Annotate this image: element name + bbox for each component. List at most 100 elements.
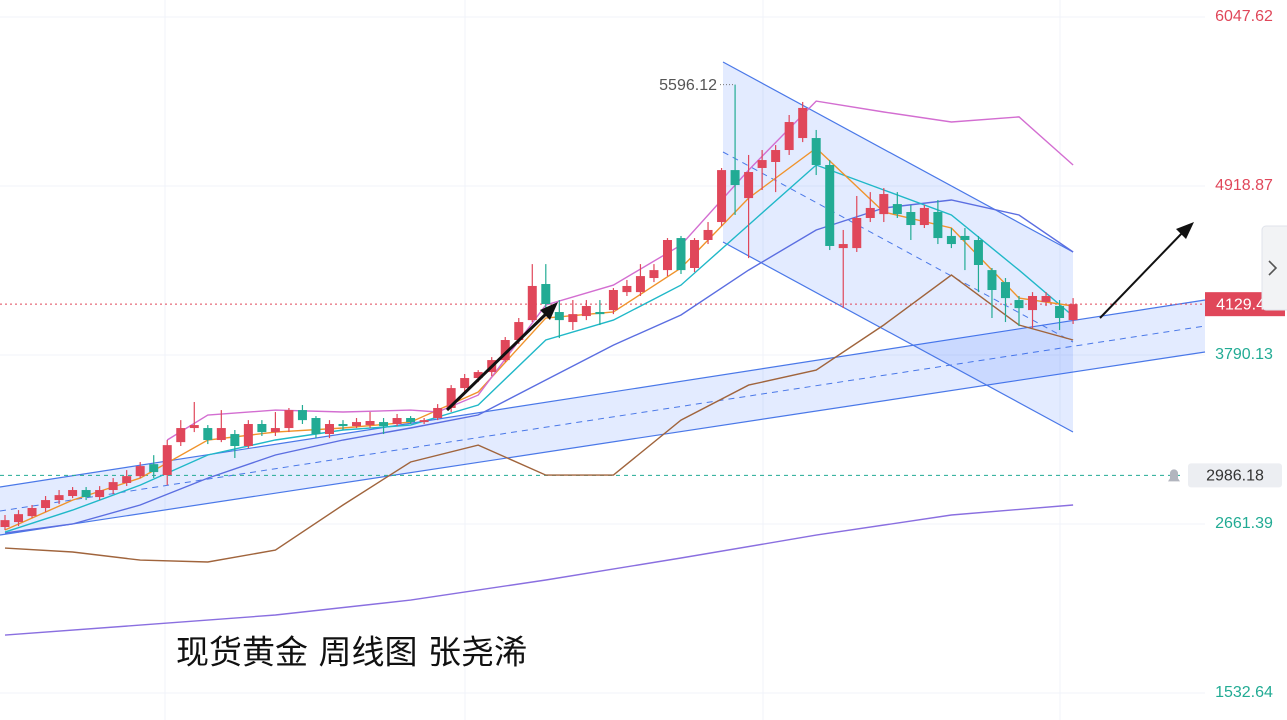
candle-body (514, 322, 524, 341)
candle-body (14, 514, 24, 523)
candle-body (203, 428, 213, 441)
candle-body (257, 424, 267, 433)
candle-body (1041, 295, 1051, 302)
candle-body (95, 490, 105, 498)
candle-body (108, 482, 118, 491)
candle-body (960, 235, 970, 240)
candle-body (68, 490, 78, 497)
rising-channel (0, 300, 1205, 535)
candle-body (243, 424, 253, 447)
candle-body (635, 276, 645, 293)
candle-body (1055, 306, 1065, 319)
candle-body (297, 410, 307, 421)
candle-body (757, 160, 767, 168)
candle-body (622, 285, 632, 293)
candle-body (311, 418, 321, 435)
scroll-icon (1268, 260, 1278, 276)
candle-body (581, 306, 591, 317)
candle-body (284, 410, 294, 429)
candle-body (122, 476, 132, 483)
candle-body (352, 422, 362, 427)
max-label: 5596.12 (659, 77, 717, 94)
candle-body (338, 424, 348, 427)
candle-body (865, 207, 875, 218)
candle-body (825, 164, 835, 246)
y-tick-label: 6047.62 (1215, 8, 1273, 25)
candle-body (541, 284, 551, 305)
candle-body (216, 428, 226, 441)
candle-body (189, 425, 199, 429)
candle-body (703, 229, 713, 240)
candle-body (527, 285, 537, 321)
candle-body (568, 314, 578, 323)
candle-body (771, 150, 781, 162)
candle-body (1000, 282, 1010, 299)
candle-body (892, 204, 902, 215)
candle-body (176, 428, 186, 443)
y-tick-label: 2661.39 (1215, 515, 1273, 532)
candle-body (933, 212, 943, 239)
candle-body (906, 212, 916, 226)
arrow-head (540, 302, 558, 320)
candle-body (919, 207, 929, 226)
candle-body (0, 520, 10, 528)
scroll-button[interactable] (1261, 225, 1287, 311)
candle-body (744, 172, 754, 199)
candle-body (1068, 304, 1078, 321)
candle-body (554, 312, 564, 321)
candle-body (879, 194, 889, 215)
candle-body (973, 240, 983, 266)
candle-body (608, 290, 618, 311)
candle-body (392, 418, 402, 425)
candle-body (149, 464, 159, 473)
candle-body (54, 495, 64, 501)
arrow (1099, 230, 1185, 319)
ma-line (4, 147, 1074, 531)
candle-body (460, 378, 470, 389)
candle-body (230, 434, 240, 447)
candle-body (379, 422, 389, 427)
candle-body (987, 270, 997, 291)
candle-body (946, 235, 956, 245)
arrows (445, 222, 1194, 412)
channel-mid (722, 151, 1074, 343)
candle-body (595, 312, 605, 315)
ma-line (4, 164, 1074, 533)
candle-body (784, 122, 794, 151)
candle-body (649, 270, 659, 279)
candle-body (690, 240, 700, 268)
candle-body (41, 500, 51, 508)
y-tick-label: 3790.13 (1215, 346, 1273, 363)
candle-body (811, 138, 821, 165)
candle-body (81, 490, 91, 498)
chart-title: 现货黄金 周线图 张尧浠 (176, 633, 527, 672)
candle-body (662, 240, 672, 271)
candle-body (676, 238, 686, 271)
candle-body (446, 388, 456, 408)
alert-label: 2986.18 (1206, 468, 1264, 485)
channel-line (0, 351, 1206, 536)
candle-body (1014, 300, 1024, 309)
candle-body (500, 340, 510, 361)
candle-body (1028, 295, 1038, 311)
candle-body (162, 445, 172, 476)
y-tick-label: 4918.87 (1215, 177, 1273, 194)
ma-line (4, 504, 1074, 636)
candle-body (365, 421, 375, 426)
candle-body (419, 420, 429, 423)
candle-body (717, 170, 727, 223)
alert-tag (1188, 463, 1282, 488)
alert-bell (1168, 469, 1180, 482)
candle-body (135, 466, 145, 477)
candle-body (798, 107, 808, 139)
candle-body (838, 244, 848, 249)
ma-line (4, 199, 1074, 534)
candle-body (270, 428, 280, 433)
arrow (445, 310, 550, 412)
ma-line (4, 274, 1074, 563)
channel-line (722, 241, 1074, 433)
candle-body (730, 170, 740, 186)
candle-body (406, 418, 416, 423)
candle-body (324, 424, 334, 435)
